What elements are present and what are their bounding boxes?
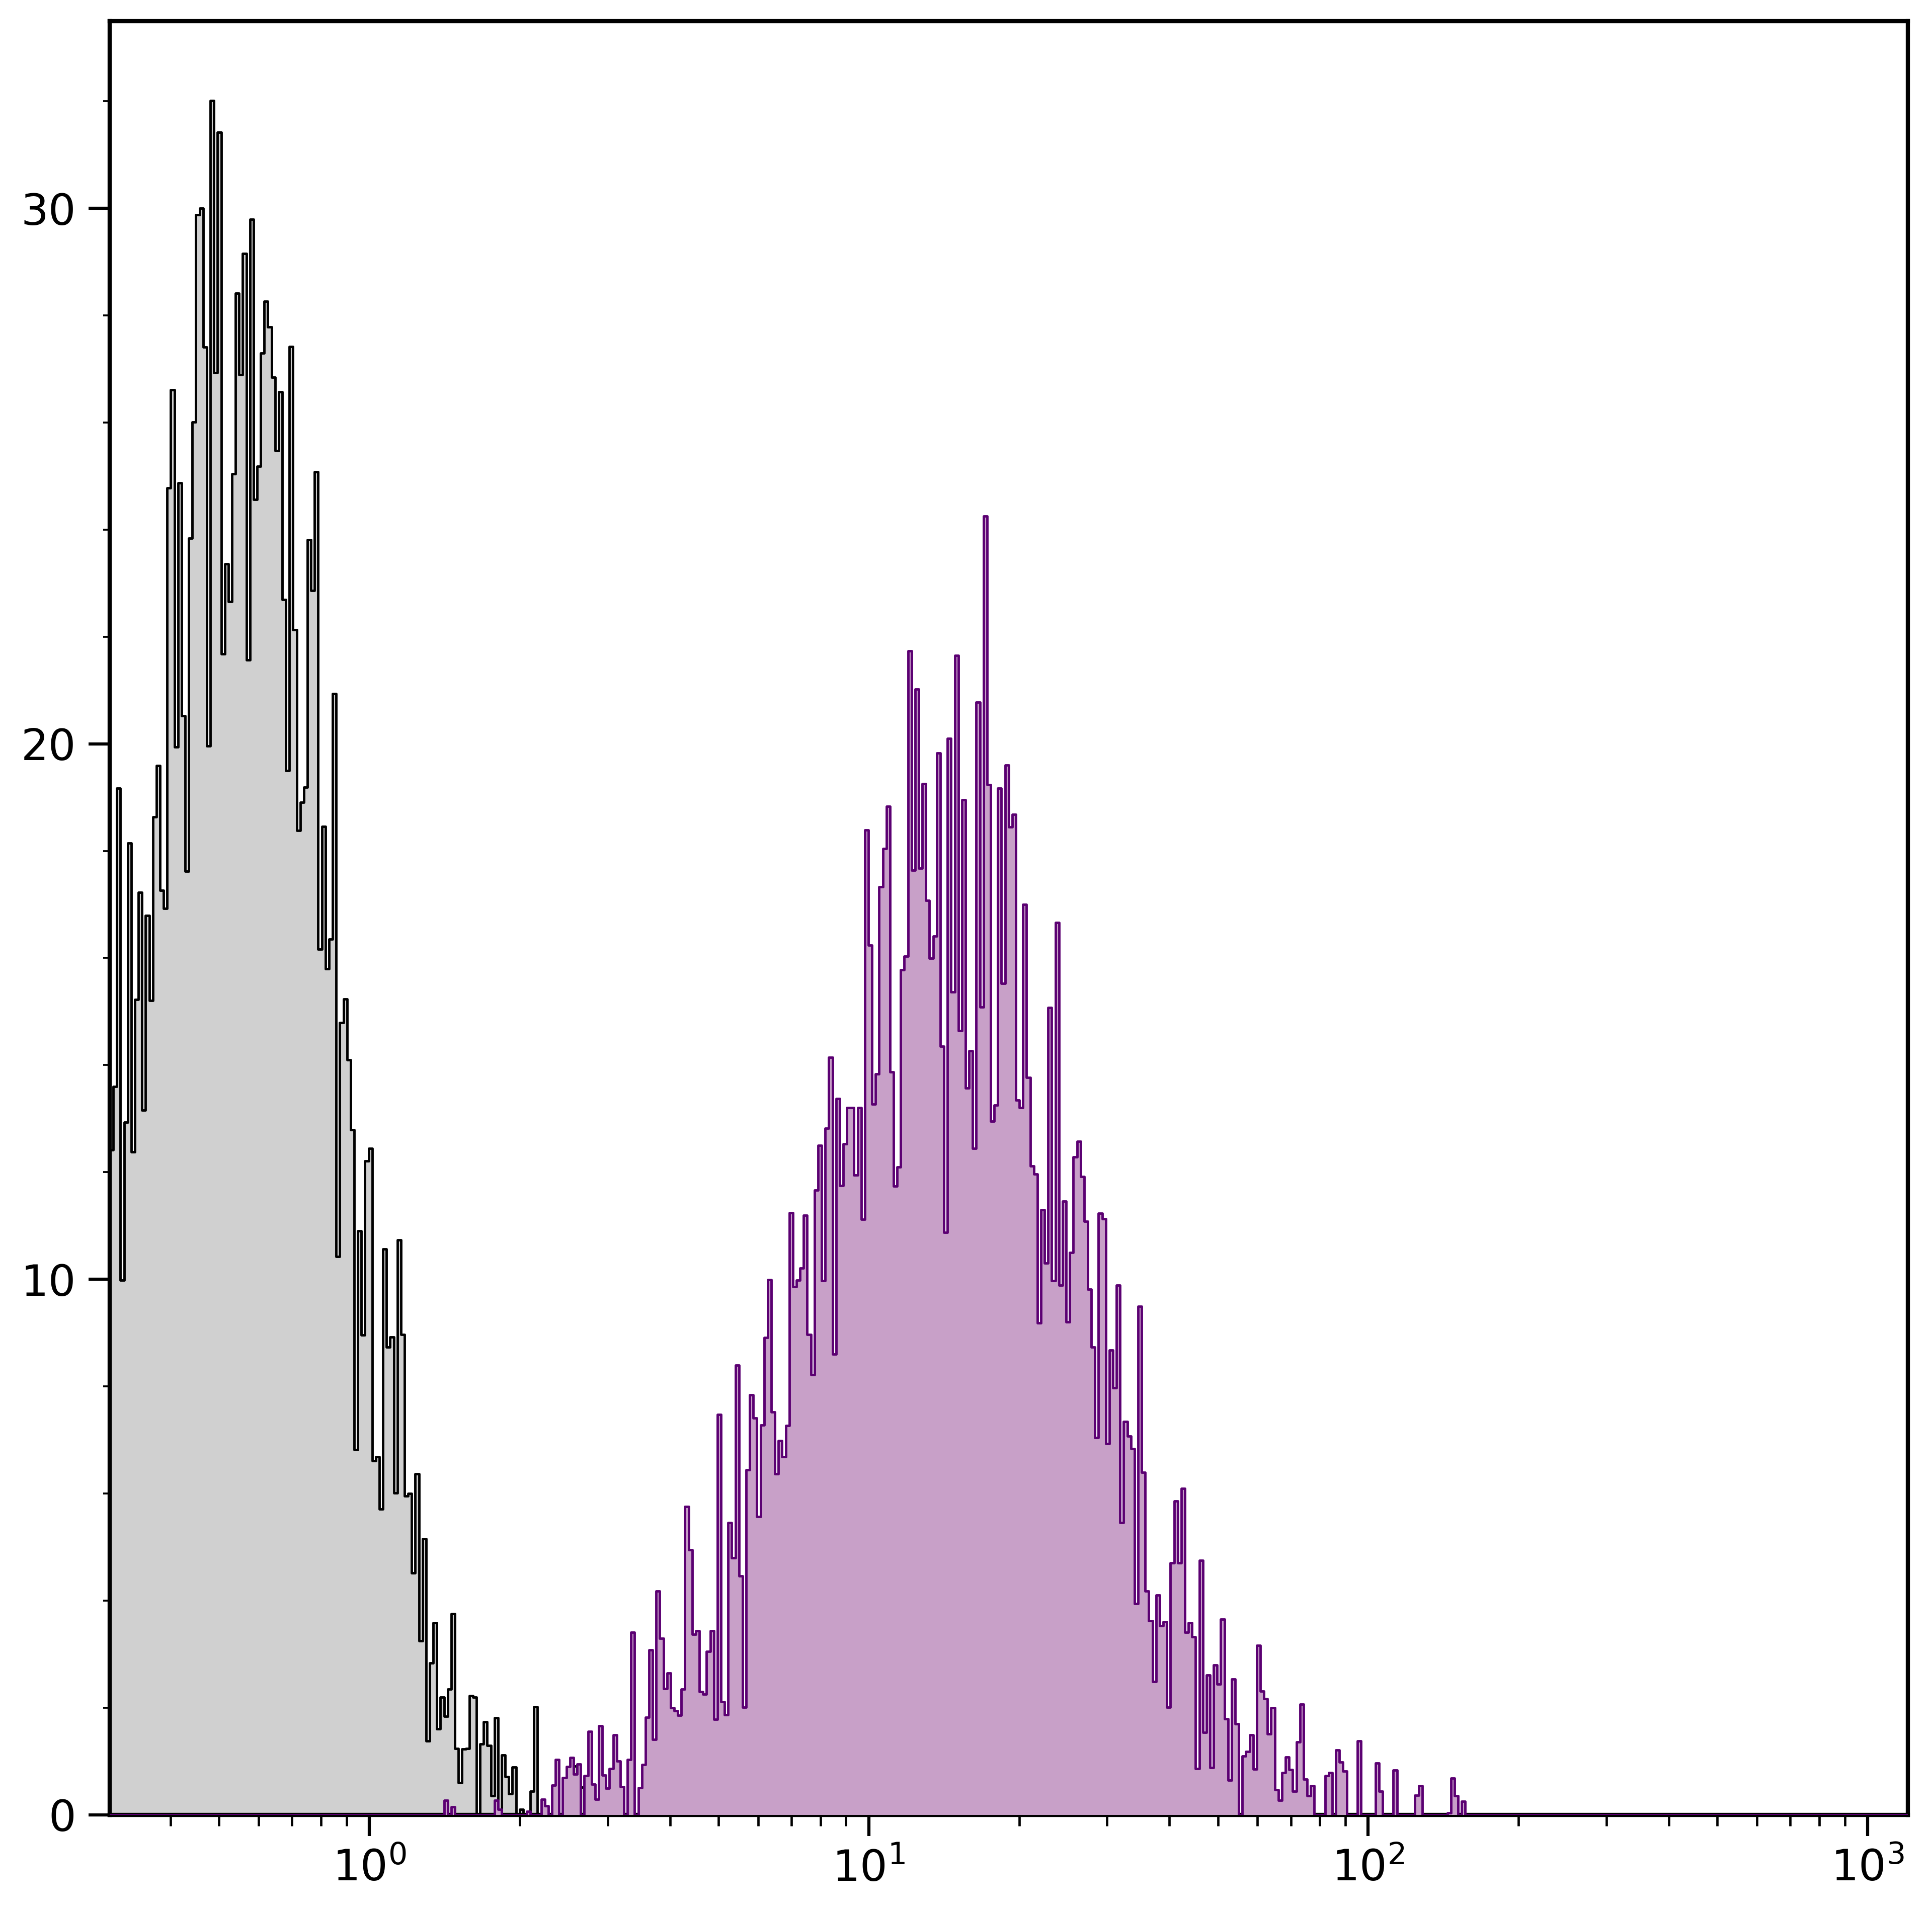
Polygon shape (110, 516, 1907, 1815)
Polygon shape (110, 101, 1907, 1815)
